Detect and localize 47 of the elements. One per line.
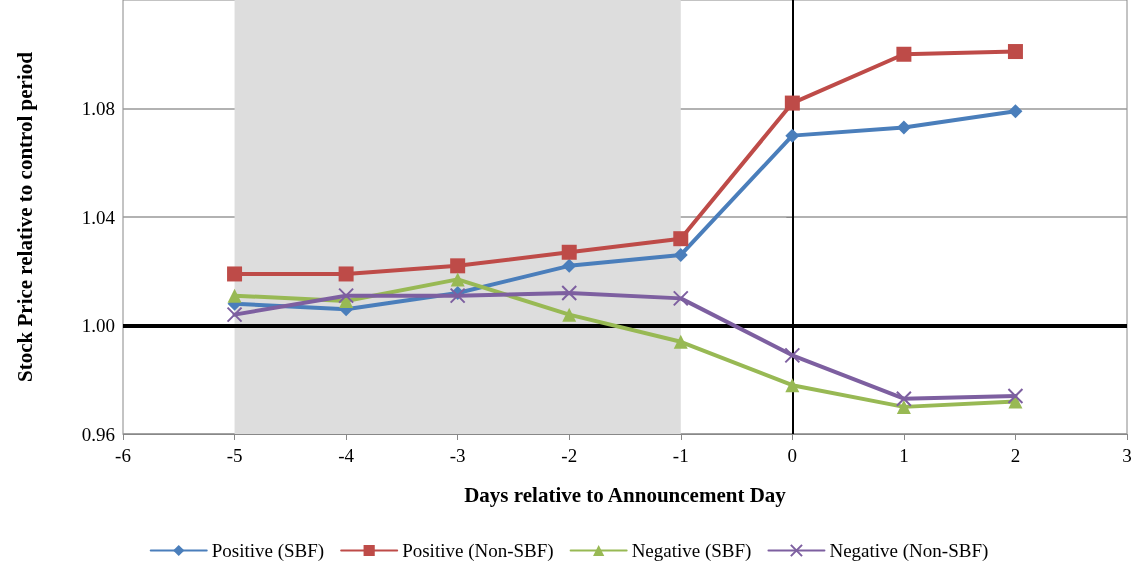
point [1008, 104, 1023, 119]
point [227, 288, 242, 303]
point [673, 247, 688, 262]
point [896, 399, 911, 414]
point [562, 258, 577, 273]
legend-label: Negative (Non-SBF) [829, 540, 989, 562]
point [561, 284, 578, 301]
y-tick-label: 1.08 [81, 98, 115, 119]
point [338, 266, 354, 282]
y-tick-label: 1.00 [81, 315, 115, 336]
x-tick-label: -6 [115, 445, 131, 466]
x-axis-title: Days relative to Announcement Day [464, 482, 787, 507]
y-axis-title: Stock Price relative to control period [12, 51, 37, 382]
y-tick-label: 1.04 [81, 206, 116, 228]
y-tick-label: 0.96 [81, 423, 115, 445]
x-tick-label: -5 [226, 445, 243, 466]
point [1007, 44, 1023, 60]
point [450, 272, 465, 287]
legend-label: Positive (Non-SBF) [402, 540, 554, 562]
point [338, 287, 355, 304]
x-tick-label: 2 [1010, 445, 1021, 466]
point [226, 306, 243, 323]
point [1007, 388, 1024, 405]
x-tick-label: 0 [787, 445, 798, 466]
x-tick-label: -2 [561, 445, 578, 466]
point [673, 231, 689, 247]
point [785, 128, 800, 143]
x-tick-label: -4 [338, 445, 355, 466]
point [784, 347, 801, 364]
point [227, 266, 243, 282]
point [562, 307, 577, 322]
point [784, 95, 800, 111]
legend-label: Negative (SBF) [631, 540, 752, 562]
legend-label: Positive (SBF) [211, 540, 325, 562]
point [673, 334, 688, 349]
point [561, 244, 577, 260]
point [672, 290, 689, 307]
point [895, 390, 912, 407]
point [896, 120, 911, 135]
point [450, 258, 466, 274]
point [449, 287, 466, 304]
point [785, 378, 800, 393]
x-tick-label: 1 [899, 445, 909, 466]
x-tick-label: -1 [672, 445, 689, 466]
x-tick-label: -3 [449, 445, 466, 466]
point [896, 46, 912, 62]
x-tick-label: 3 [1122, 445, 1132, 466]
